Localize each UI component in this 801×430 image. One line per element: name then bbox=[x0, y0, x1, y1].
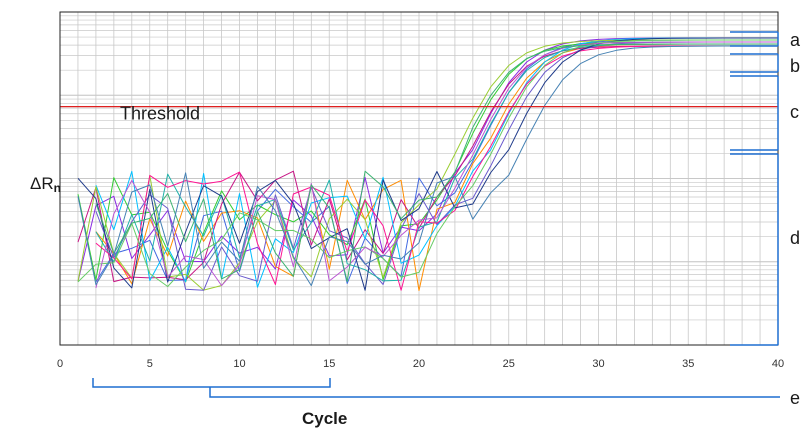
threshold-label: Threshold bbox=[120, 104, 200, 124]
x-tick-label: 20 bbox=[413, 358, 425, 370]
amplification-curve bbox=[77, 39, 778, 287]
amplification-curve bbox=[95, 41, 778, 289]
annotation-label-a: a bbox=[790, 30, 801, 50]
amplification-curve bbox=[77, 41, 778, 283]
annotation-label-e: e bbox=[790, 388, 800, 408]
amplification-curve bbox=[77, 45, 778, 283]
x-tick-label: 40 bbox=[772, 358, 784, 370]
x-tick-label: 30 bbox=[592, 358, 604, 370]
x-tick-label: 10 bbox=[233, 358, 245, 370]
x-axis-label: Cycle bbox=[302, 409, 348, 428]
bracket-line bbox=[92, 378, 331, 388]
x-tick-label: 35 bbox=[682, 358, 694, 370]
amplification-curve bbox=[77, 37, 778, 282]
annotation-label-b: b bbox=[790, 56, 800, 76]
plot-grid bbox=[59, 11, 779, 346]
bracket-line bbox=[209, 387, 780, 398]
annotation-label-c: c bbox=[790, 102, 799, 122]
x-tick-label: 0 bbox=[57, 358, 63, 370]
amplification-curve bbox=[77, 37, 778, 291]
annotation-label-d: d bbox=[790, 228, 800, 248]
y-axis-label: ΔRn bbox=[30, 174, 61, 195]
amplification-curves bbox=[77, 37, 778, 291]
amplification-curve bbox=[77, 45, 778, 287]
x-tick-label: 5 bbox=[147, 358, 153, 370]
x-tick-label: 25 bbox=[503, 358, 515, 370]
annotation-brackets: ab c d e bbox=[92, 30, 801, 408]
amplification-curve bbox=[95, 43, 778, 282]
x-axis-ticks: 0 5 10 15 20 25 30 35 40 bbox=[57, 358, 784, 370]
x-tick-label: 15 bbox=[323, 358, 335, 370]
